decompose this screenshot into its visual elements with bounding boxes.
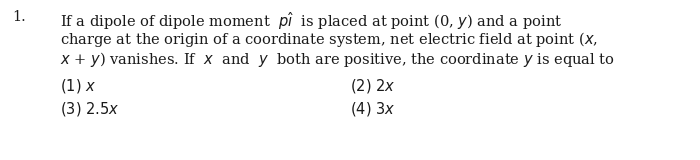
Text: 1.: 1. <box>13 10 27 24</box>
Text: $(3)$ $2.5x$: $(3)$ $2.5x$ <box>60 100 119 118</box>
Text: $x$ + $y$) vanishes. If  $x$  and  $y$  both are positive, the coordinate $y$ is: $x$ + $y$) vanishes. If $x$ and $y$ both… <box>60 50 615 69</box>
Text: If a dipole of dipole moment  $p\hat{\imath}$  is placed at point (0, $y$) and a: If a dipole of dipole moment $p\hat{\ima… <box>60 10 561 32</box>
Text: charge at the origin of a coordinate system, net electric field at point ($x$,: charge at the origin of a coordinate sys… <box>60 30 598 49</box>
Text: $(4)$ $3x$: $(4)$ $3x$ <box>350 100 395 118</box>
Text: $(2)$ $2x$: $(2)$ $2x$ <box>350 77 395 95</box>
Text: $(1)$ $x$: $(1)$ $x$ <box>60 77 96 95</box>
